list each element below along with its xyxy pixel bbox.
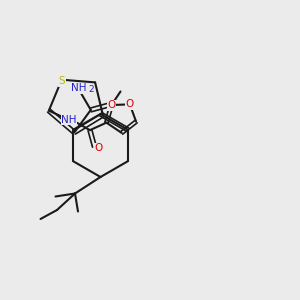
Text: NH: NH: [61, 115, 77, 124]
Text: NH: NH: [71, 83, 86, 93]
Text: O: O: [95, 143, 103, 153]
Text: O: O: [108, 100, 116, 110]
Text: 2: 2: [88, 85, 94, 94]
Text: S: S: [58, 76, 65, 86]
Text: O: O: [126, 99, 134, 110]
